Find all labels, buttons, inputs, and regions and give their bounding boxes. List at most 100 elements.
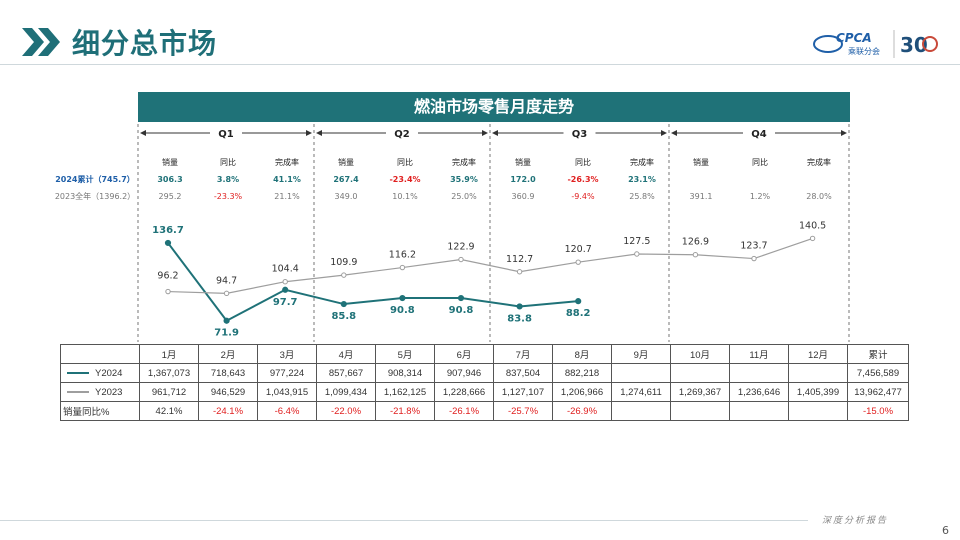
data-label-y2024: 85.8 [331,311,356,322]
summary-value: 267.4 [333,175,359,184]
table-cell [670,363,730,383]
table-row: Y2024 1,367,073 718,643 977,224 857,667 … [60,363,909,383]
data-label-y2024: 97.7 [273,297,298,308]
summary-value: -26.3% [567,175,598,184]
data-label-y2023: 126.9 [682,237,709,248]
table-cell: -25.7% [493,401,553,421]
table-cell: -15.0% [847,401,909,421]
legend-line-y2023-icon [67,390,89,393]
table-row-label: Y2023 [60,382,140,402]
table-cell [788,401,848,421]
data-point-y2024 [399,294,406,302]
table-header-cell: 10月 [670,344,730,364]
table-cell [729,363,789,383]
data-point-y2023 [751,255,757,262]
data-point-y2023 [399,264,406,271]
quarter-label: Q4 [751,129,767,140]
summary-value: 349.0 [335,192,358,201]
data-label-y2023: 96.2 [157,271,178,282]
data-label-y2024: 136.7 [152,225,184,236]
cpca-logo: CPCA 乘联分会 30 [813,30,938,58]
data-label-y2023: 127.5 [623,236,650,247]
data-label-y2024: 90.8 [449,305,474,316]
table-cell: 1,236,646 [729,382,789,402]
table-cell: 1,228,666 [434,382,494,402]
data-label-y2024: 71.9 [214,328,239,339]
footer-text: 深度分析报告 [822,516,889,526]
data-label-y2023: 140.5 [799,220,826,231]
table-cell: 961,712 [139,382,199,402]
table-cell: 1,043,915 [257,382,317,402]
summary-row-label: 2023全年（1396.2） [55,191,135,201]
data-point-y2024 [575,298,582,305]
footer-divider [0,520,808,521]
metric-header: 完成率 [275,157,299,167]
quarter-label: Q2 [394,129,410,140]
table-cell [611,401,671,421]
metric-header: 完成率 [807,157,831,167]
svg-text:CPCA: CPCA [836,31,872,45]
summary-value: 1.2% [750,192,771,201]
table-cell [788,363,848,383]
series-line-y2024 [167,242,579,323]
metric-header: 销量 [515,157,531,167]
arrow-left-icon [316,130,322,136]
data-point-y2023 [692,252,699,258]
table-cell: -24.1% [198,401,258,421]
table-header-cell: 5月 [375,344,435,364]
table-cell: 1,269,367 [670,382,730,402]
data-label-y2023: 116.2 [389,250,416,261]
table-header-cell: 9月 [611,344,671,364]
data-label-y2023: 109.9 [330,257,357,268]
table-header-cell: 12月 [788,344,848,364]
table-corner-cell [60,344,140,364]
table-cell: -21.8% [375,401,435,421]
summary-value: 35.9% [450,175,478,184]
metric-header: 完成率 [630,157,654,167]
data-point-y2024 [223,317,230,324]
table-header-cell: 3月 [257,344,317,364]
summary-value: 28.0% [806,192,832,201]
table-header-cell: 7月 [493,344,553,364]
summary-value: 360.9 [512,192,535,201]
data-label-y2023: 104.4 [272,264,299,275]
table-cell: 718,643 [198,363,258,383]
summary-value: 295.2 [159,192,182,201]
table-header-cell: 6月 [434,344,494,364]
data-point-y2023 [223,290,230,297]
page-number: 6 [942,524,949,537]
arrow-right-icon [661,130,667,136]
table-header-cell: 累计 [847,344,909,364]
table-header-cell: 8月 [552,344,612,364]
metric-header: 销量 [162,157,178,167]
summary-value: 25.0% [451,192,477,201]
summary-row-label: 2024累计（745.7） [55,174,135,184]
data-label-y2024: 90.8 [390,305,415,316]
data-table: 1月 2月 3月 4月 5月 6月 7月 8月 9月 10月 11月 12月 累… [60,344,909,421]
table-row: Y2023 961,712 946,529 1,043,915 1,099,43… [60,382,909,402]
table-cell: 882,218 [552,363,612,383]
data-point-y2023 [282,279,288,285]
table-cell: -6.4% [257,401,317,421]
data-point-y2023 [341,272,347,278]
arrow-left-icon [140,130,146,136]
summary-value: -23.4% [389,175,420,184]
table-row: 销量同比% 42.1% -24.1% -6.4% -22.0% -21.8% -… [60,401,909,421]
table-cell: 1,127,107 [493,382,553,402]
svg-text:乘联分会: 乘联分会 [848,46,880,56]
table-cell: 857,667 [316,363,376,383]
data-point-y2023 [634,251,640,257]
summary-value: 21.1% [274,192,300,201]
table-header-cell: 11月 [729,344,789,364]
table-cell [729,401,789,421]
summary-value: -23.3% [214,192,243,201]
chevron-decoration-icon [22,28,60,56]
table-cell [611,363,671,383]
data-label-y2023: 123.7 [740,241,767,252]
quarter-label: Q1 [218,129,234,140]
table-cell: -22.0% [316,401,376,421]
table-header-cell: 4月 [316,344,376,364]
table-row-label: Y2024 [60,363,140,383]
table-cell: 946,529 [198,382,258,402]
